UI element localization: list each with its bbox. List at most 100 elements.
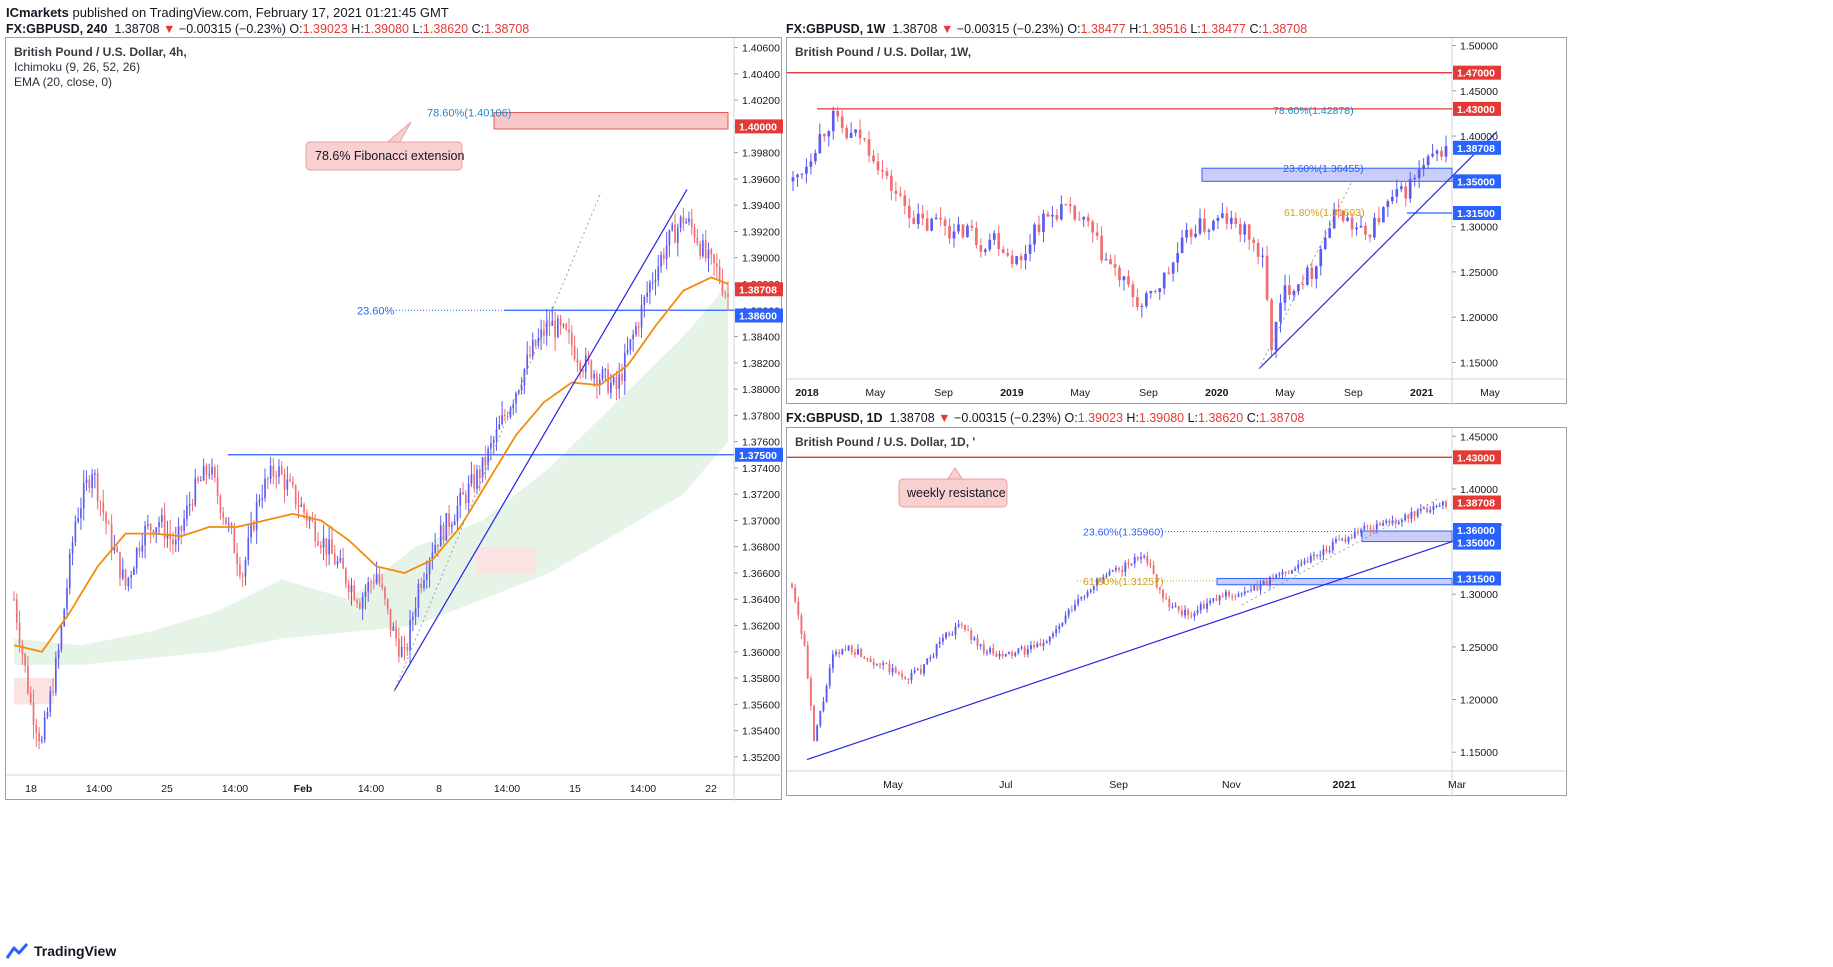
chart-1d-svg[interactable]: 1.45000 1.40000 1.35000 1.30000 1.25000 1.200… [787,428,1568,797]
candle-body [476,469,478,489]
fib-618-label: 61.80%(1.31257) [1083,576,1164,588]
fib-236-label: 23.60%(1.36455) [1283,163,1364,175]
candle-body [392,626,395,631]
x-tick-label: 14:00 [222,783,248,795]
price-tag-137500: 1.37500 [739,450,777,462]
candle-body [1086,591,1089,597]
candle-body [425,574,428,581]
candle-body [1284,571,1287,573]
candle-body [910,672,913,680]
candle-body [1373,217,1376,238]
candle-body [1122,276,1126,281]
candle-body [1037,224,1041,232]
y-tick-label: 1.30000 [1460,589,1498,601]
x-tick-label: Sep [1109,779,1128,791]
candle-body [1265,581,1268,586]
candle-body [1328,550,1331,552]
candle-body [88,479,91,488]
candle-body [490,443,492,449]
candle-body [939,217,942,220]
candle-body [319,545,322,548]
candle-body [473,474,476,489]
candle-body [423,580,425,588]
ascending-trendline [393,189,688,692]
candle-body [27,665,29,694]
candle-body [400,647,403,657]
candle-body [923,664,926,674]
symbol-label[interactable]: FX:GBPUSD, 1D [786,411,883,425]
symbol-label[interactable]: FX:GBPUSD, 240 [6,22,108,36]
candle-body [1331,541,1334,551]
down-arrow-icon: ▼ [163,22,176,36]
tradingview-brand[interactable]: TradingView [5,942,116,960]
candle-body [610,382,612,393]
candle-body [710,249,713,255]
candle-body [470,474,473,484]
candle-body [453,521,456,526]
candle-body [943,219,947,226]
candle-body [1341,538,1344,540]
chart-1w-svg[interactable]: 1.500001.450001.400001.350001.300001.250… [787,30,1568,405]
candle-body [1294,568,1297,571]
x-tick-label: May [1275,387,1296,399]
candle-body [797,601,800,616]
candle-body [1399,186,1403,190]
candle-body [80,508,82,518]
candle-body [727,294,729,297]
candle-body [1363,526,1366,530]
candle-body [1146,556,1149,564]
candle-body [1055,628,1058,634]
candle-body [548,321,551,326]
chart-panel-1d[interactable]: 1.45000 1.40000 1.35000 1.30000 1.25000 1.200… [786,427,1568,797]
price-tag-135000-bg [1453,535,1501,550]
close-value: 1.38708 [1259,411,1305,425]
low-value: 1.38620 [422,22,469,36]
low-label: L: [1187,411,1199,425]
chart-4h-svg[interactable]: 1.40600 1.40400 1.40200 1.40000 1.39800 1.396… [6,30,783,801]
candle-body [1259,584,1262,591]
candle-body [970,630,973,640]
high-label: H: [351,22,364,36]
candle-body [1243,591,1246,594]
candle-body [367,582,370,592]
price-tag-131500-bg [1453,571,1501,586]
candle-body [1322,549,1325,556]
candle-body [1234,596,1237,598]
y-tick-label: 1.50000 [1460,41,1498,53]
candle-body [822,701,825,711]
candle-body [995,653,998,657]
candle-body [1109,259,1112,265]
candle-body [1337,209,1340,211]
x-tick-label: 8 [436,783,442,795]
candle-body [15,599,18,623]
candle-body [1306,267,1309,285]
candle-body [1080,597,1083,599]
candle-body [1212,220,1215,231]
candle-body [1152,565,1155,575]
candle-body [130,574,132,578]
chart-panel-1w[interactable]: 1.500001.450001.400001.350001.300001.250… [786,30,1568,405]
close-label: C: [471,22,485,36]
candle-body [934,217,938,219]
candle-body [894,190,898,194]
chart-header-1d: FX:GBPUSD, 1D 1.38708 ▼ −0.00315 (−0.23%… [786,411,1304,425]
candle-body [534,339,537,346]
candle-body [938,641,941,644]
candle-body [347,583,350,593]
candle-body [1019,256,1023,261]
candle-body [654,280,657,283]
candle-body [386,599,389,609]
y-tick-label: 1.40200 [742,95,780,107]
candle-body [1319,555,1322,557]
x-tick-label: 22 [705,783,717,795]
symbol-label[interactable]: FX:GBPUSD, 1W [786,22,886,36]
candle-body [1024,253,1027,261]
price-tag-138600-bg [735,308,783,323]
candle-body [1435,505,1438,507]
candle-body [1113,264,1117,268]
candle-body [250,523,252,538]
candle-body [448,513,450,527]
chart-panel-4h[interactable]: 1.40600 1.40400 1.40200 1.40000 1.39800 1.396… [5,30,783,801]
y-tick-label: 1.37200 [742,489,780,501]
candle-body [957,624,960,627]
